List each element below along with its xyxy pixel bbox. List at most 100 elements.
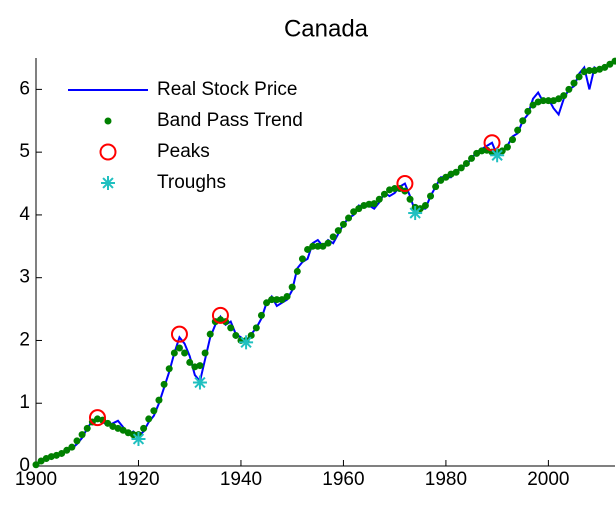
trend-dot [585,67,593,75]
trend-dot [365,200,373,208]
trend-dot [539,97,547,105]
trend-dot [257,311,265,319]
legend-label: Band Pass Trend [157,110,303,131]
y-tick-label: 5 [19,141,30,162]
trend-dot [263,299,271,307]
trend-dot [601,63,609,71]
trend-dot [83,424,91,432]
trend-dot [370,200,378,208]
trend-dot [391,185,399,193]
trend-dot [432,183,440,191]
trough-marker [131,432,146,447]
trend-dot [529,101,537,109]
legend-circle [99,143,117,161]
trend-dot [544,97,552,105]
trend-dot [503,143,511,151]
trend-dot [155,396,163,404]
trend-dot [63,446,71,454]
x-tick-label: 1920 [117,469,159,490]
trend-dot [247,331,255,339]
legend-label: Troughs [157,172,226,193]
trend-dot [293,267,301,275]
peak-marker [483,134,501,152]
trend-dot [186,358,194,366]
trend-dot [283,293,291,301]
trough-marker [490,148,505,163]
trend-dot [196,362,204,370]
trough-marker [408,206,423,221]
y-tick-label: 3 [19,267,30,288]
trend-dot [165,365,173,373]
trend-dot [68,443,76,451]
trend-dot [339,220,347,228]
trend-dot [232,331,240,339]
trend-dot [468,154,476,162]
peak-marker [211,306,229,324]
star-stroke [409,207,421,219]
y-tick-label: 0 [19,455,30,476]
trend-dot [452,168,460,176]
trend-dot [278,296,286,304]
trend-dot [181,349,189,357]
trend-dot [78,431,86,439]
trend-dot [334,227,342,235]
trend-dot [145,415,153,423]
trend-dot [355,205,363,213]
trend-dot [324,239,332,247]
trend-dot [206,330,214,338]
trend-dot [73,437,81,445]
star-stroke [102,177,114,189]
trend-dot [421,202,429,210]
trend-dot [170,349,178,357]
trend-dot [514,126,522,134]
trend-dot [406,195,414,203]
trend-dot [575,73,583,81]
y-tick-label: 2 [19,329,30,350]
y-tick-label: 4 [19,204,30,225]
trend-dot [150,407,158,415]
peak-marker [88,409,106,427]
trend-dot [509,136,517,144]
trend-dot [606,60,614,68]
legend-label: Real Stock Price [157,79,297,100]
trend-dot [175,344,183,352]
trend-dot [611,57,616,65]
trend-dot [304,245,312,253]
trend-dot [288,283,296,291]
star-stroke [194,376,206,389]
trend-dot [309,242,317,250]
trough-marker [192,375,207,390]
trend-dot [32,461,40,469]
trend-dot [519,117,527,125]
trend-dot [252,324,260,332]
peak-marker [396,175,414,193]
trend-dot [375,195,383,203]
legend-dot [104,117,112,125]
x-tick-label: 1980 [425,469,467,490]
peak-marker [170,325,188,343]
trend-dot [560,92,568,100]
y-tick-label: 6 [19,78,30,99]
star-stroke [240,336,252,349]
trend-dot [314,242,322,250]
x-tick-label: 1900 [15,469,57,490]
trend-dot [570,79,578,87]
x-tick-label: 1960 [322,469,364,490]
trend-dot [201,349,209,357]
price-line [35,60,616,466]
trend-dot [273,296,281,304]
trough-marker [101,176,115,190]
trend-dot [319,242,327,250]
trend-dot [298,255,306,263]
trend-dot [442,173,450,181]
trend-dot [437,176,445,184]
trend-dot [457,164,465,172]
trend-dot [58,449,66,457]
trend-dot [462,159,470,167]
trend-dot [555,95,563,103]
y-tick-label: 1 [19,392,30,413]
trend-dot [565,85,573,93]
trend-dot [345,214,353,222]
x-tick-label: 1940 [220,469,262,490]
